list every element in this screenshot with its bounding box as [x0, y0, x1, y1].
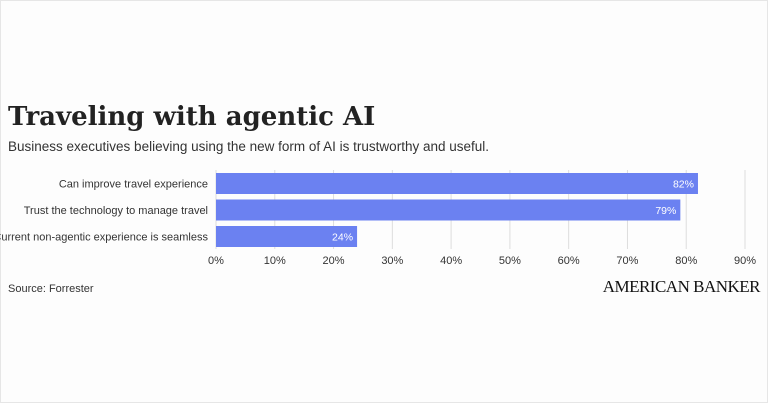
source-note: Source: Forrester	[8, 283, 94, 295]
x-tick-label-0: 0%	[208, 255, 224, 267]
x-tick-label-6: 60%	[558, 255, 580, 267]
chart-subtitle: Business executives believing using the …	[8, 139, 489, 154]
x-tick-label-7: 70%	[616, 255, 638, 267]
chart-title: Traveling with agentic AI	[8, 102, 376, 132]
bar-chart: Can improve travel experience 82% Trust th…	[0, 170, 756, 267]
x-tick-label-1: 10%	[264, 255, 286, 267]
x-tick-label-9: 90%	[734, 255, 756, 267]
value-label-2: 24%	[332, 232, 353, 244]
bar-2	[216, 226, 358, 247]
x-tick-label-5: 50%	[499, 255, 521, 267]
value-label-1: 79%	[655, 205, 676, 217]
category-label-0: Can improve travel experience	[59, 179, 208, 191]
bar-1	[216, 199, 681, 221]
x-tick-label-3: 30%	[381, 255, 403, 267]
category-label-1: Trust the technology to manage travel	[24, 205, 208, 217]
x-tick-label-2: 20%	[323, 255, 345, 267]
bar-0	[216, 173, 698, 194]
value-label-0: 82%	[673, 179, 694, 191]
brand-logo: AMERICAN BANKER	[602, 277, 761, 296]
category-label-2: Current non-agentic experience is seamle…	[0, 232, 208, 244]
x-tick-label-4: 40%	[440, 255, 462, 267]
x-tick-label-8: 80%	[675, 255, 697, 267]
